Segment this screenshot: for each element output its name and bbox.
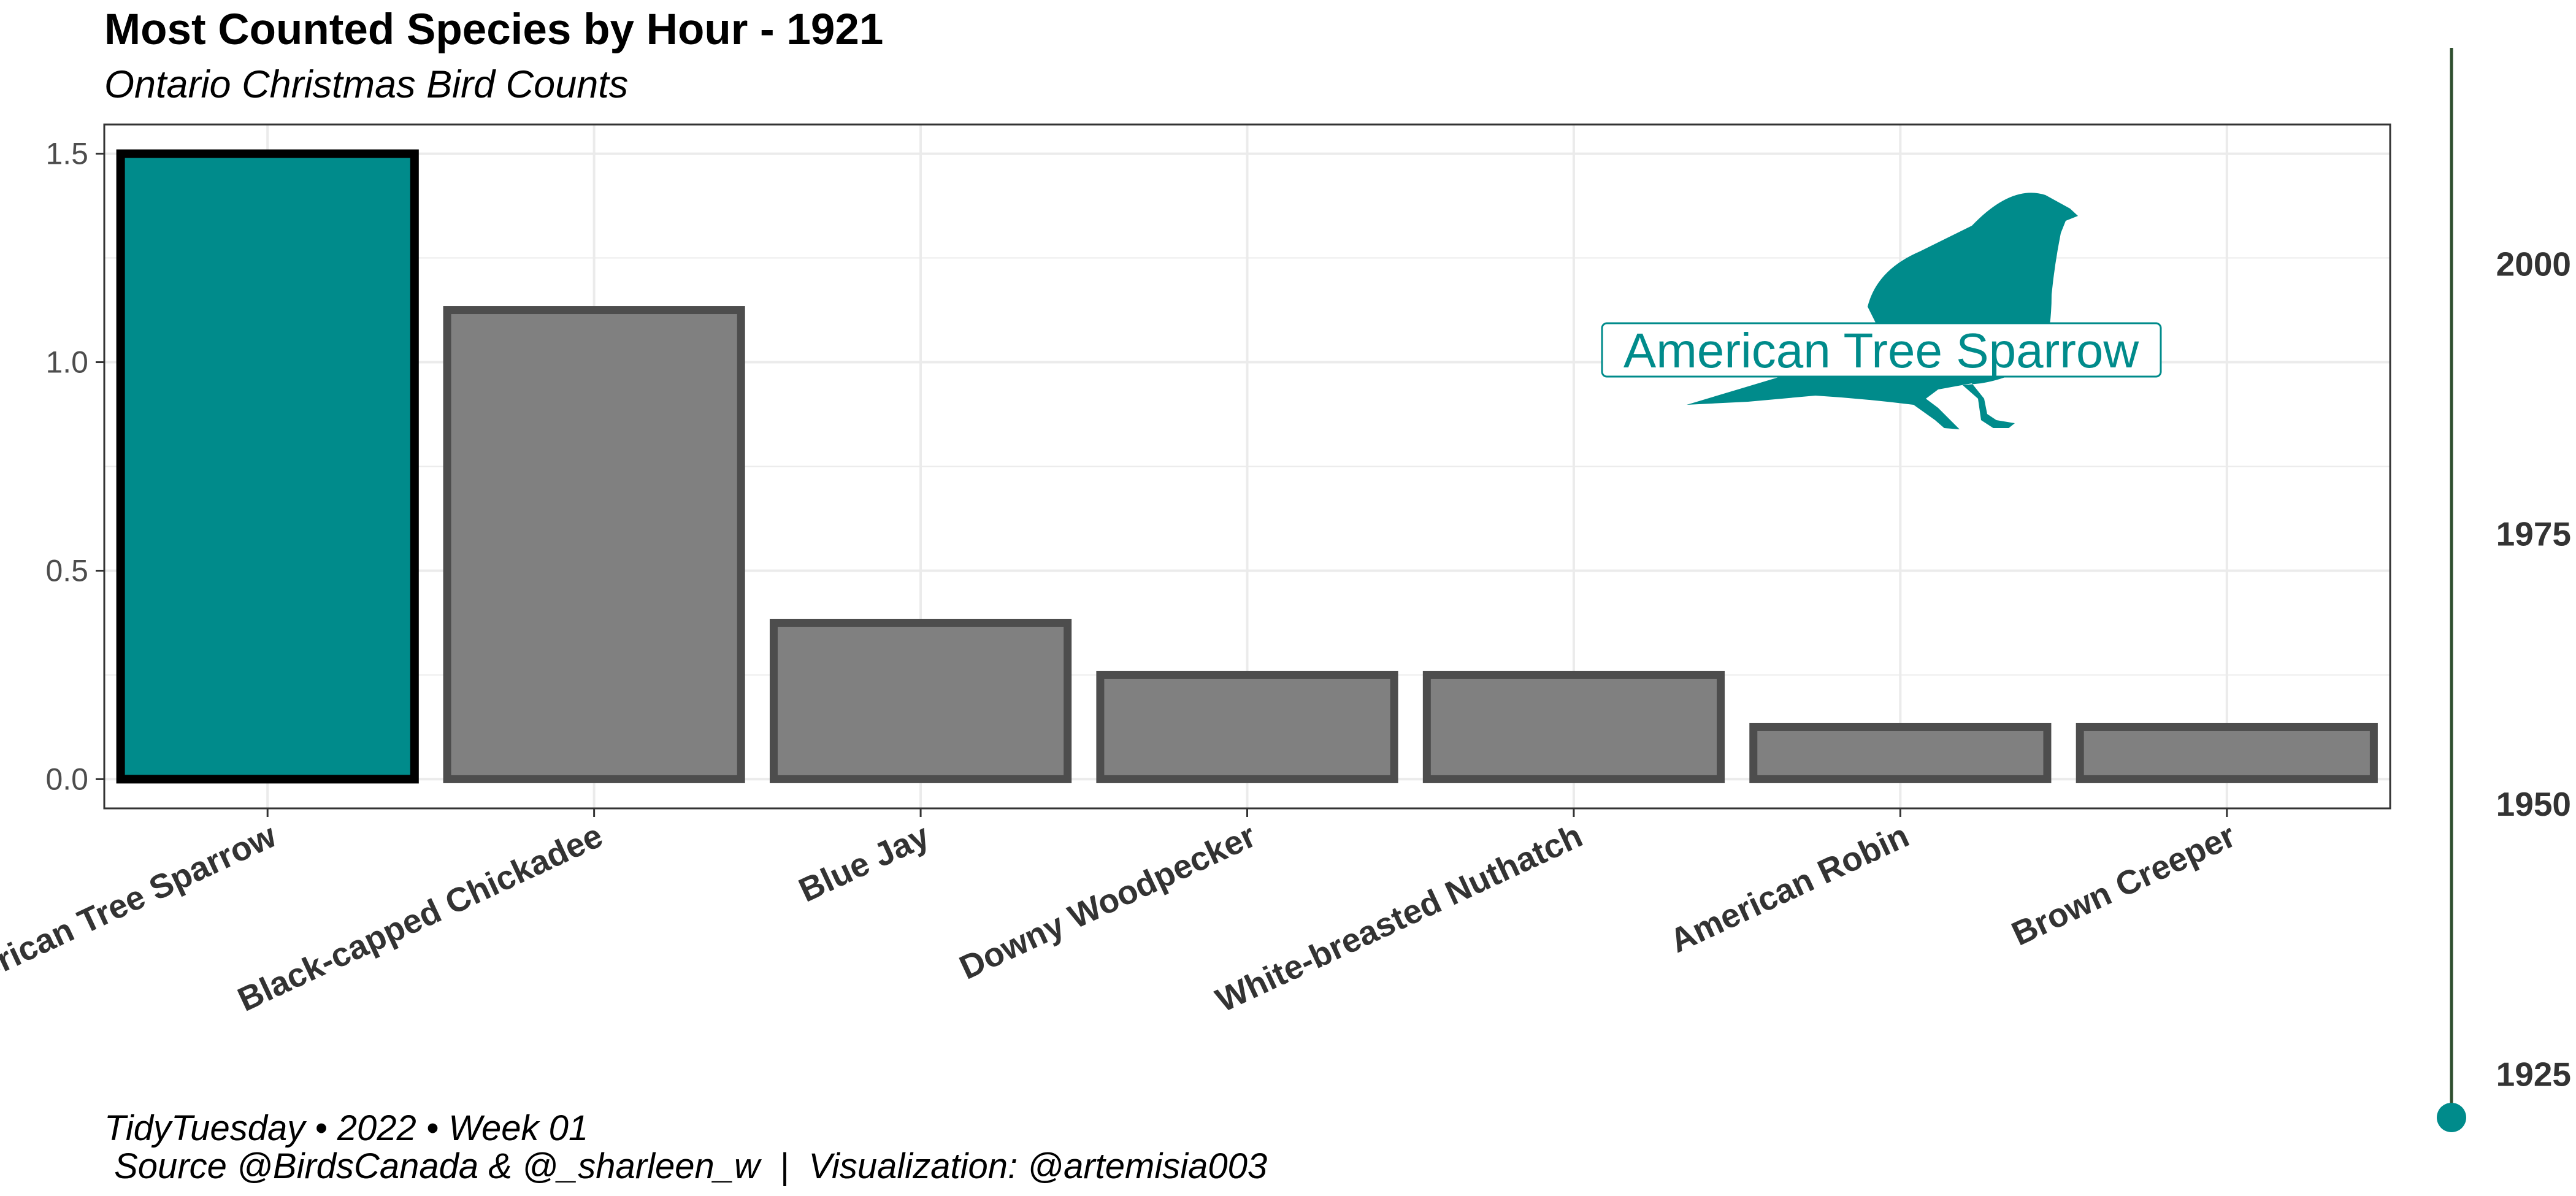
bars bbox=[116, 149, 2378, 784]
y-tick-label: 1.0 bbox=[45, 345, 88, 380]
bar bbox=[769, 618, 1072, 783]
timeline-year-label: 1975 bbox=[2496, 515, 2571, 553]
timeline-year-label: 2000 bbox=[2496, 245, 2571, 283]
timeline-year-label: 1950 bbox=[2496, 785, 2571, 823]
x-tick-label: Downy Woodpecker bbox=[954, 816, 1262, 987]
bar bbox=[116, 149, 419, 784]
bar bbox=[2076, 723, 2378, 783]
year-timeline: 1925 1950 1975 2000 bbox=[2437, 48, 2571, 1132]
x-tick-label: Blue Jay bbox=[793, 816, 935, 910]
caption-line-1: TidyTuesday • 2022 • Week 01 bbox=[104, 1108, 589, 1148]
x-tick-label: American Robin bbox=[1664, 816, 1914, 960]
y-tick-label: 0.5 bbox=[45, 553, 88, 588]
bird-annotation: American Tree Sparrow bbox=[1601, 193, 2162, 429]
y-axis: 0.0 0.5 1.0 1.5 bbox=[45, 137, 104, 796]
chart-subtitle: Ontario Christmas Bird Counts bbox=[104, 63, 629, 106]
timeline-current-marker bbox=[2437, 1103, 2466, 1132]
x-tick-label: White-breasted Nuthatch bbox=[1210, 816, 1588, 1019]
x-tick-label: Brown Creeper bbox=[2006, 816, 2241, 953]
chart-title: Most Counted Species by Hour - 1921 bbox=[104, 6, 884, 54]
y-tick-label: 1.5 bbox=[45, 137, 88, 171]
bird-silhouette-icon bbox=[1687, 193, 2078, 429]
bar bbox=[443, 306, 745, 783]
bar bbox=[1749, 723, 2052, 783]
x-tick-label: Black-capped Chickadee bbox=[232, 816, 608, 1019]
y-tick-label: 0.0 bbox=[45, 762, 88, 796]
bar bbox=[1422, 670, 1725, 783]
bar bbox=[1096, 670, 1398, 783]
annotation-label: American Tree Sparrow bbox=[1623, 323, 2139, 378]
annotation-box bbox=[1601, 322, 2162, 378]
timeline-year-label: 1925 bbox=[2496, 1056, 2571, 1094]
caption-line-2: Source @BirdsCanada & @_sharleen_w | Vis… bbox=[104, 1146, 1268, 1186]
